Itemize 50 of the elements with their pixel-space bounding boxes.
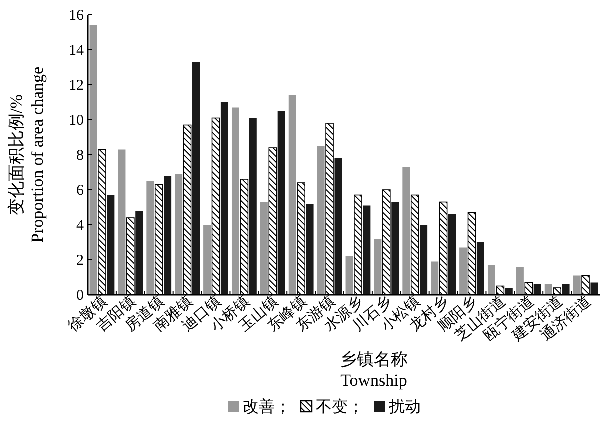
x-axis-title: 乡镇名称 Township	[340, 350, 408, 390]
bar	[118, 150, 126, 295]
bar	[505, 288, 513, 295]
y-tick-label: 2	[76, 253, 84, 269]
legend-label: 改善；	[243, 398, 291, 416]
bar	[402, 167, 410, 295]
bar	[346, 256, 354, 295]
y-axis-title: 变化面积比例/% Proportion of area change	[7, 66, 47, 244]
bar	[306, 204, 314, 295]
bar	[431, 262, 439, 295]
bar	[460, 248, 468, 295]
bar	[317, 146, 325, 295]
y-tick-label: 10	[69, 113, 84, 129]
y-tick-label: 8	[76, 148, 84, 164]
bar	[136, 211, 144, 295]
bar	[334, 158, 342, 295]
bar	[544, 284, 552, 295]
y-tick-label: 16	[69, 8, 84, 24]
bar	[260, 202, 268, 295]
bar	[562, 284, 570, 295]
bar	[448, 214, 456, 295]
bar	[107, 195, 115, 295]
y-tick-label: 14	[69, 43, 84, 59]
bar	[249, 118, 257, 295]
bar	[90, 26, 98, 295]
bar	[392, 202, 400, 295]
y-tick-label: 4	[76, 218, 84, 234]
bar	[164, 176, 172, 295]
bar	[516, 267, 524, 295]
bar	[534, 284, 542, 295]
bar	[288, 96, 296, 295]
y-tick-label: 12	[69, 78, 84, 94]
bar	[476, 242, 484, 295]
bar	[146, 181, 154, 295]
bar	[573, 276, 581, 295]
bar	[420, 225, 428, 295]
bar	[192, 62, 200, 295]
bar	[363, 206, 371, 295]
legend-label: 扰动	[388, 399, 421, 416]
bar	[590, 282, 598, 295]
bar	[374, 239, 382, 295]
y-tick-label: 0	[76, 288, 84, 304]
bar	[204, 225, 212, 295]
bar	[220, 102, 228, 295]
legend-label: 不变；	[316, 398, 364, 416]
bar	[488, 265, 496, 295]
bar	[232, 108, 240, 295]
bar	[175, 174, 183, 295]
y-tick-label: 6	[76, 183, 84, 199]
bar	[278, 111, 286, 295]
